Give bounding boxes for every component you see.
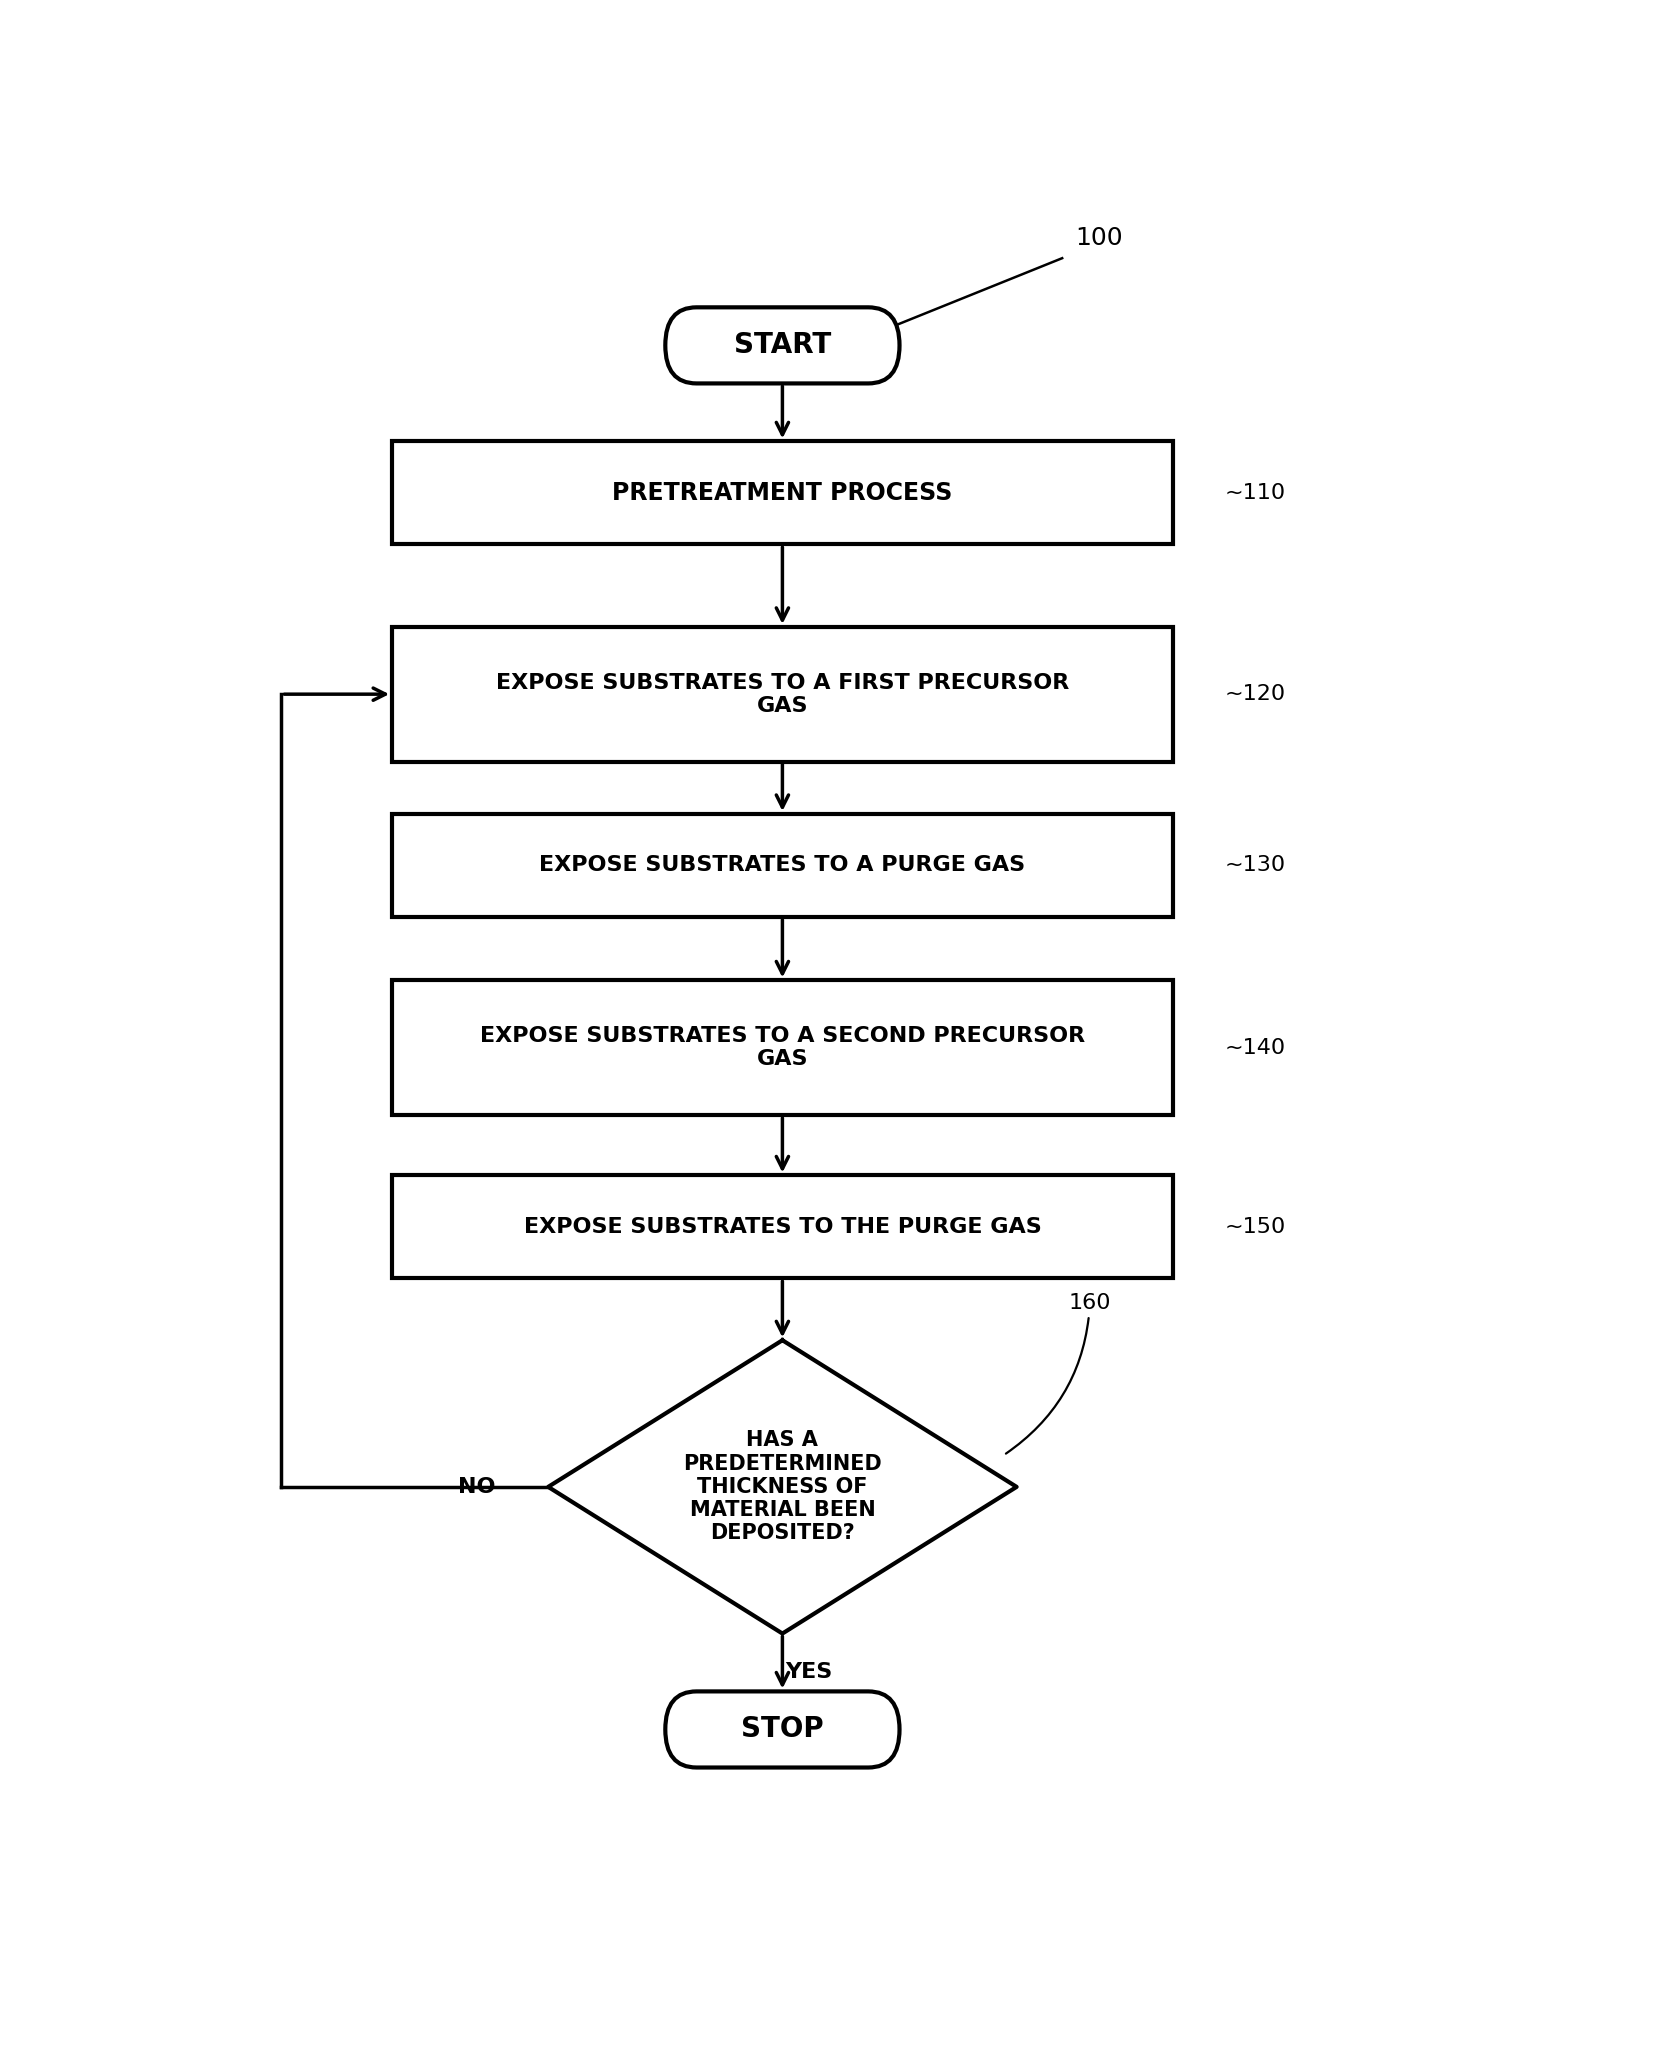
FancyBboxPatch shape: [393, 441, 1174, 544]
Text: START: START: [734, 331, 831, 360]
Text: ~140: ~140: [1226, 1038, 1286, 1058]
Text: YES: YES: [784, 1662, 833, 1682]
Text: EXPOSE SUBSTRATES TO THE PURGE GAS: EXPOSE SUBSTRATES TO THE PURGE GAS: [524, 1217, 1041, 1237]
Text: EXPOSE SUBSTRATES TO A FIRST PRECURSOR
GAS: EXPOSE SUBSTRATES TO A FIRST PRECURSOR G…: [495, 673, 1070, 717]
FancyBboxPatch shape: [393, 626, 1174, 762]
Text: NO: NO: [458, 1476, 495, 1497]
Text: HAS A
PREDETERMINED
THICKNESS OF
MATERIAL BEEN
DEPOSITED?: HAS A PREDETERMINED THICKNESS OF MATERIA…: [683, 1431, 881, 1544]
FancyBboxPatch shape: [393, 813, 1174, 916]
FancyBboxPatch shape: [665, 1690, 900, 1767]
Text: EXPOSE SUBSTRATES TO A SECOND PRECURSOR
GAS: EXPOSE SUBSTRATES TO A SECOND PRECURSOR …: [480, 1025, 1085, 1069]
Text: ~120: ~120: [1226, 684, 1286, 704]
Text: ~150: ~150: [1226, 1217, 1286, 1237]
Text: 160: 160: [1006, 1293, 1111, 1454]
Text: 100: 100: [1075, 226, 1123, 251]
Text: PRETREATMENT PROCESS: PRETREATMENT PROCESS: [613, 482, 952, 504]
Text: STOP: STOP: [740, 1715, 824, 1744]
FancyBboxPatch shape: [393, 980, 1174, 1116]
FancyBboxPatch shape: [393, 1176, 1174, 1279]
Text: EXPOSE SUBSTRATES TO A PURGE GAS: EXPOSE SUBSTRATES TO A PURGE GAS: [539, 854, 1026, 875]
Text: ~110: ~110: [1226, 482, 1286, 502]
FancyBboxPatch shape: [665, 307, 900, 383]
Text: ~130: ~130: [1226, 854, 1286, 875]
